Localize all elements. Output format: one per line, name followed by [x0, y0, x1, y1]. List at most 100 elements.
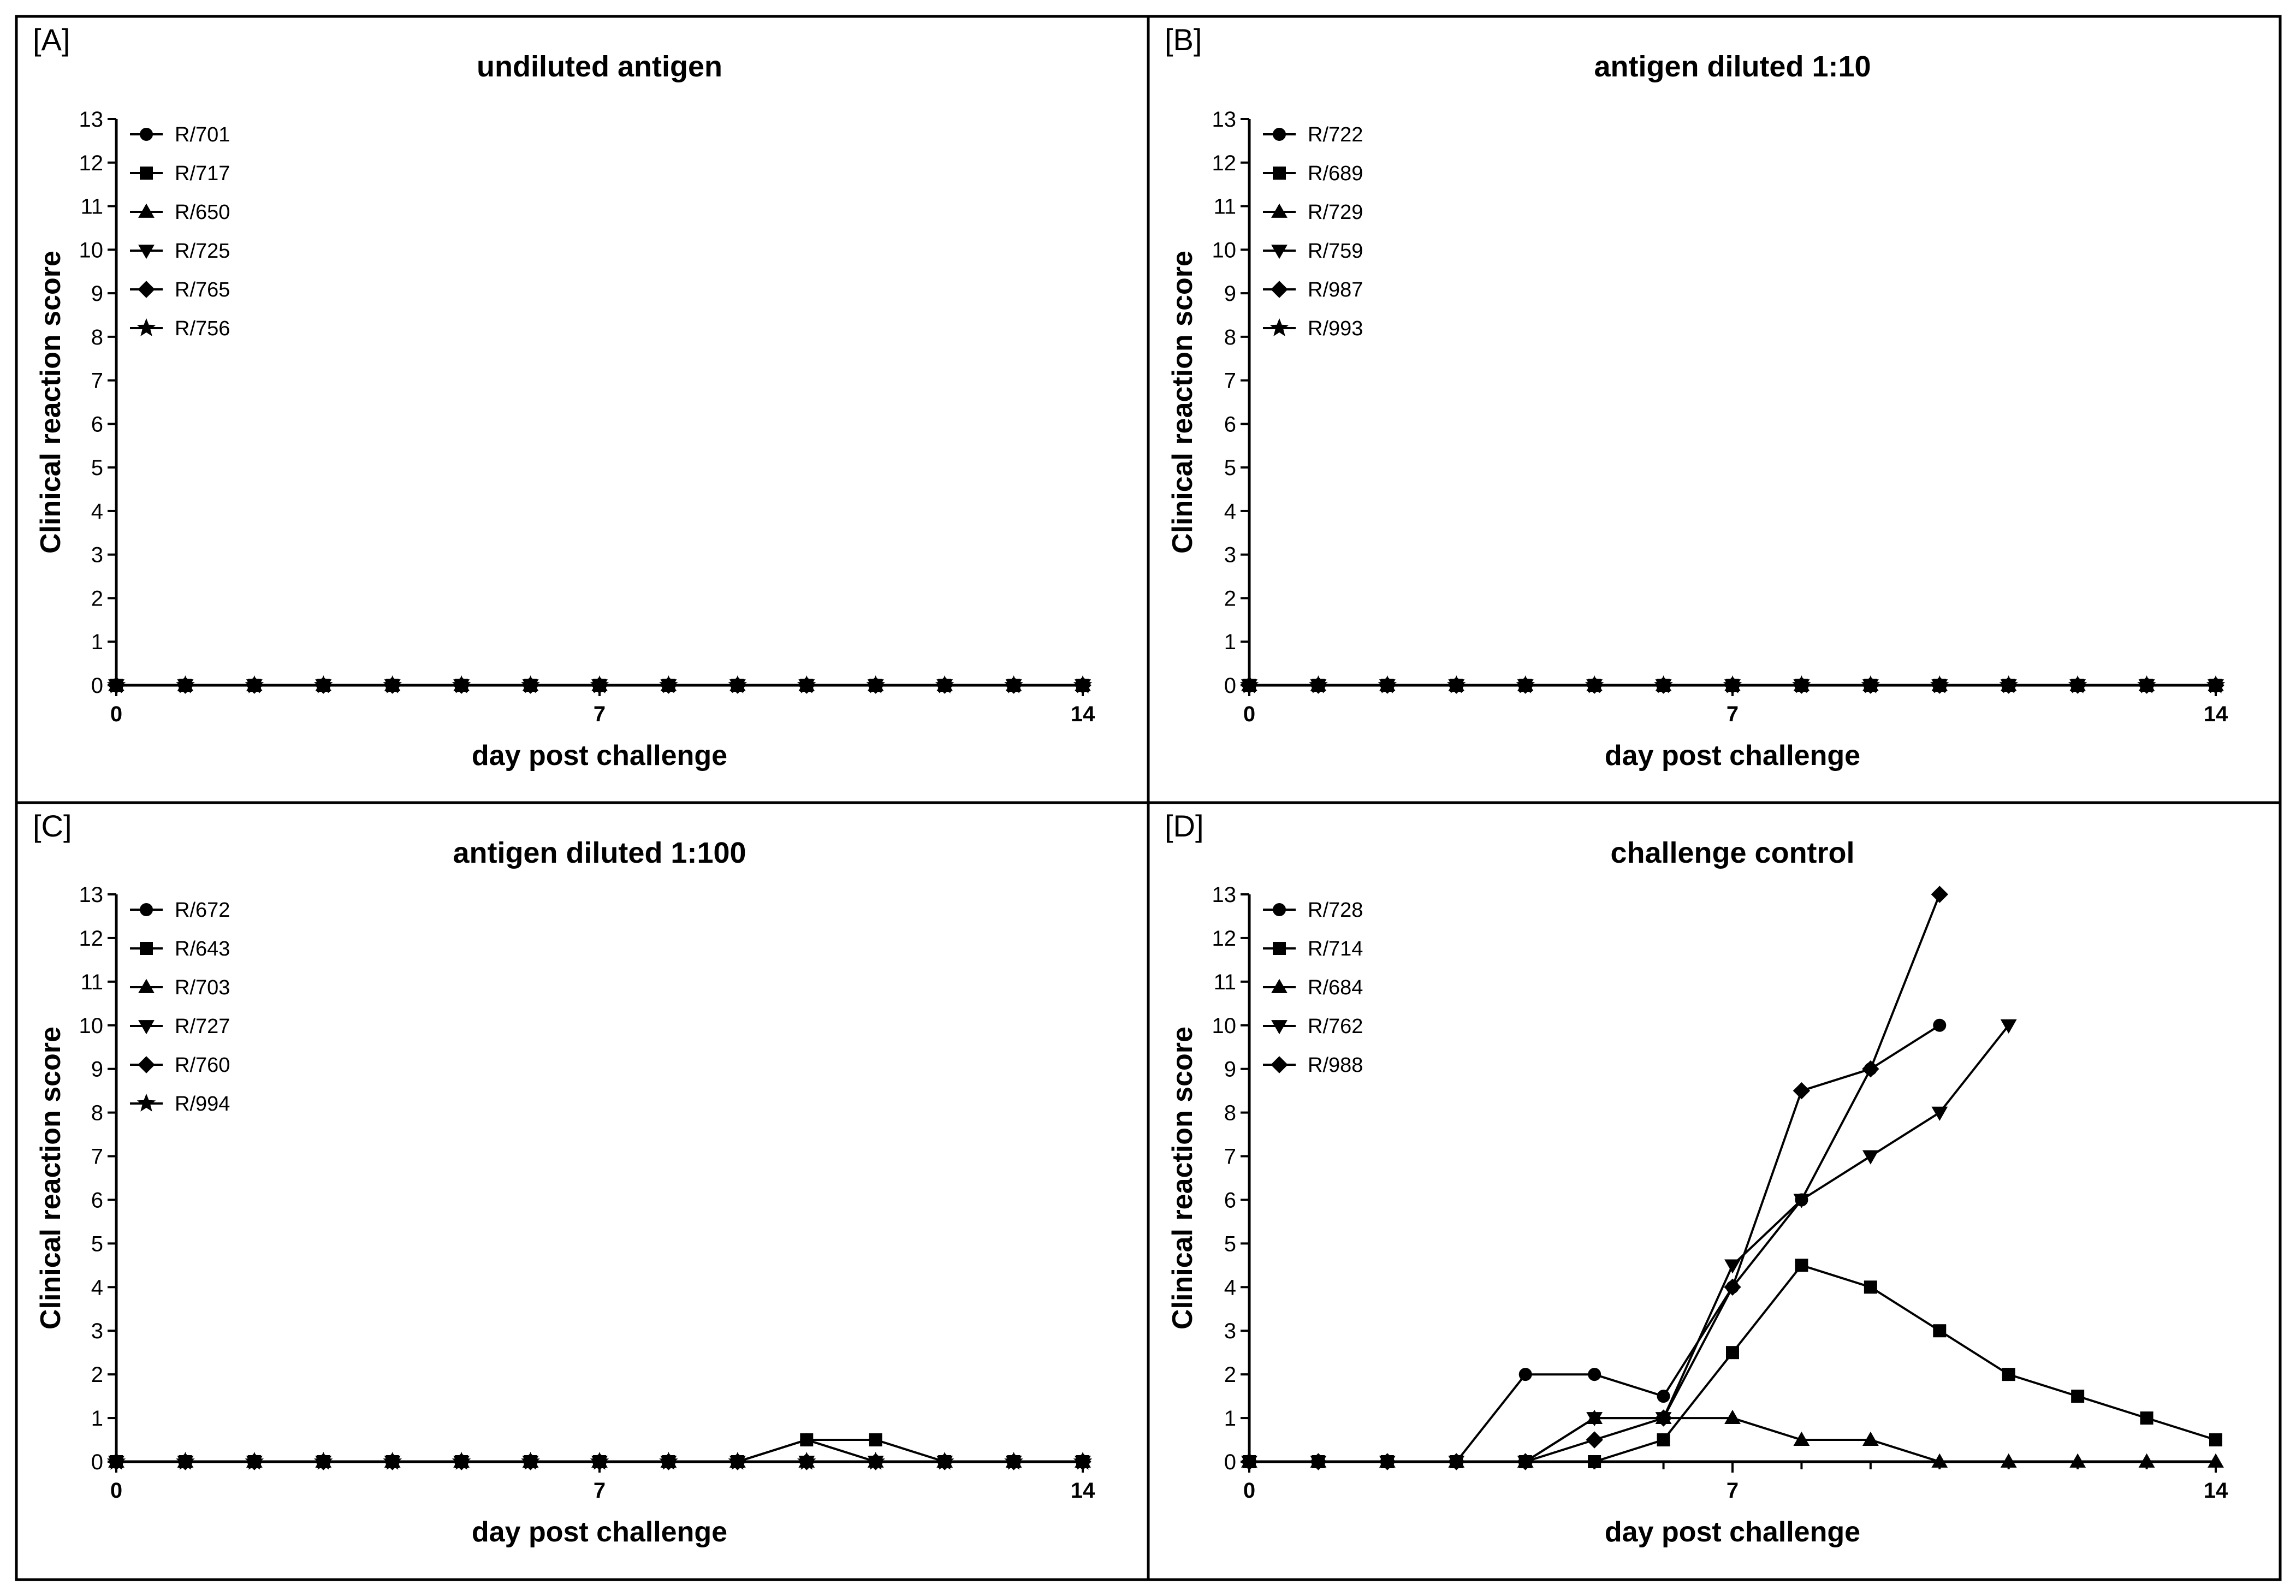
y-tick-label: 9 — [91, 1058, 103, 1082]
data-point — [1586, 1431, 1603, 1449]
data-point — [2137, 675, 2156, 693]
data-point — [1239, 675, 1259, 693]
x-tick-label: 7 — [594, 702, 606, 726]
y-tick-label: 7 — [1224, 1145, 1236, 1169]
y-tick-label: 10 — [1212, 238, 1237, 262]
y-tick-label: 5 — [91, 1232, 103, 1256]
y-tick-label: 4 — [1224, 1275, 1236, 1300]
legend-label: R/759 — [1308, 240, 1363, 263]
legend-marker-triangle-up — [1271, 203, 1288, 218]
y-tick-label: 6 — [1224, 1188, 1236, 1212]
data-point — [452, 1451, 471, 1470]
data-point — [313, 1451, 333, 1470]
y-tick-label: 8 — [91, 1101, 103, 1125]
data-point — [176, 1451, 195, 1470]
y-tick-label: 12 — [79, 927, 104, 951]
y-tick-label: 0 — [91, 1450, 103, 1474]
data-point — [1379, 1453, 1396, 1470]
legend-label: R/728 — [1308, 899, 1363, 922]
y-tick-label: 10 — [79, 1014, 104, 1038]
x-tick-label: 7 — [1727, 702, 1739, 726]
chart-title: antigen diluted 1:100 — [453, 836, 746, 869]
legend-marker-triangle-up — [138, 978, 155, 993]
data-point — [1864, 1280, 1877, 1294]
data-point — [1861, 675, 1880, 693]
data-point — [1931, 1106, 1948, 1121]
data-point — [1586, 1412, 1603, 1427]
y-axis-title: Clinical reaction score — [35, 1027, 67, 1330]
y-tick-label: 3 — [1224, 543, 1236, 567]
x-tick-label: 0 — [1243, 1479, 1255, 1503]
x-tick-label: 7 — [1727, 1479, 1739, 1503]
x-tick-label: 0 — [110, 1479, 122, 1503]
y-tick-label: 6 — [91, 1188, 103, 1212]
data-point — [2208, 1453, 2224, 1468]
data-point — [1588, 1455, 1601, 1468]
legend-label: R/729 — [1308, 201, 1363, 224]
y-tick-label: 7 — [91, 369, 103, 393]
series-line — [1249, 1024, 2010, 1463]
legend-marker-triangle-up — [138, 203, 155, 218]
legend-marker-triangle-up — [1271, 978, 1288, 993]
series-R-993 — [1239, 675, 2226, 693]
legend-label: R/727 — [175, 1015, 230, 1038]
legend-marker-diamond — [1271, 281, 1288, 298]
y-tick-label: 2 — [1224, 1363, 1236, 1387]
chart-title: undiluted antigen — [477, 50, 722, 83]
panel-label: [D] — [1165, 809, 1204, 843]
y-tick-label: 5 — [1224, 1232, 1236, 1256]
legend: R/701 R/717 R/650 R/725 R/765 R/756 — [130, 123, 230, 340]
data-point — [1723, 675, 1742, 693]
data-point — [728, 675, 747, 693]
series-line — [1249, 1417, 2216, 1463]
y-tick-label: 1 — [91, 630, 103, 654]
y-tick-label: 9 — [91, 282, 103, 306]
legend-label: R/993 — [1308, 317, 1363, 340]
legend-marker-circle — [1273, 128, 1286, 141]
y-tick-label: 0 — [1224, 1450, 1236, 1474]
legend-marker-square — [140, 942, 153, 955]
legend-marker-circle — [1273, 903, 1286, 916]
data-point — [728, 1451, 747, 1470]
data-point — [2069, 1453, 2086, 1468]
y-tick-label: 3 — [91, 543, 103, 567]
y-tick-label: 9 — [1224, 1058, 1236, 1082]
y-axis-title: Clinical reaction score — [35, 251, 67, 554]
data-point — [1933, 1018, 1947, 1032]
y-tick-label: 12 — [79, 151, 104, 175]
legend-label: R/714 — [1308, 938, 1363, 960]
data-point — [869, 1433, 882, 1447]
legend-marker-triangle-down — [138, 1020, 155, 1035]
legend-marker-star — [137, 1093, 156, 1112]
legend-label: R/762 — [1308, 1015, 1363, 1038]
data-point — [521, 1451, 540, 1470]
data-point — [2068, 675, 2087, 693]
series-R-728 — [1243, 1018, 1947, 1468]
y-tick-label: 2 — [91, 586, 103, 610]
data-point — [1724, 1259, 1741, 1274]
data-point — [1004, 675, 1023, 693]
data-point — [1793, 1431, 1810, 1446]
legend-marker-diamond — [1271, 1056, 1288, 1073]
data-point — [1930, 675, 1949, 693]
y-tick-label: 1 — [1224, 1407, 1236, 1431]
data-point — [590, 1451, 609, 1470]
data-point — [383, 675, 402, 693]
series-R-762 — [1241, 1019, 2017, 1470]
legend-marker-diamond — [138, 281, 155, 298]
y-tick-label: 11 — [1213, 195, 1236, 219]
data-point — [245, 1451, 264, 1470]
data-point — [1999, 675, 2019, 693]
x-axis-title: day post challenge — [1605, 740, 1860, 772]
legend-label: R/760 — [175, 1054, 230, 1077]
y-tick-label: 8 — [1224, 325, 1236, 349]
legend-label: R/703 — [175, 976, 230, 999]
y-tick-label: 4 — [91, 500, 103, 524]
x-axis-title: day post challenge — [1605, 1516, 1860, 1548]
data-point — [2000, 1453, 2017, 1468]
data-point — [2206, 675, 2226, 693]
data-point — [1792, 675, 1811, 693]
data-point — [1795, 1259, 1808, 1272]
